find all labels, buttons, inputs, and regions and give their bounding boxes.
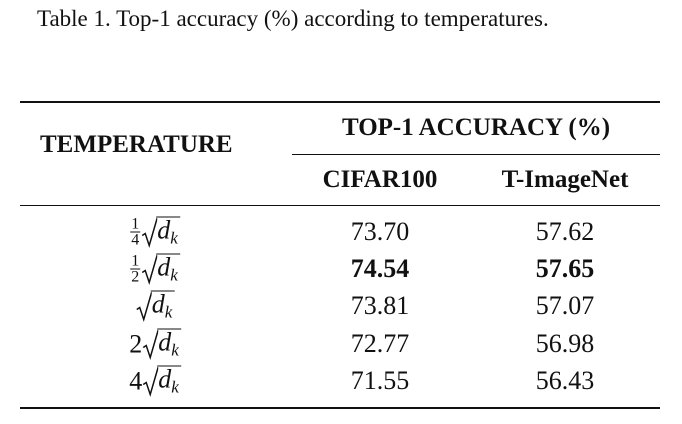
radical-sign (141, 217, 158, 248)
radical-path (136, 291, 152, 322)
subscript: k (171, 377, 179, 397)
radicand: dk (157, 327, 181, 364)
denominator: 2 (131, 268, 140, 286)
value-cell: 71.55 (350, 366, 410, 395)
radical-path (141, 254, 158, 285)
numerator: 1 (130, 252, 141, 270)
value-cell: 57.65 (535, 254, 595, 283)
value-cell: 56.43 (535, 366, 595, 395)
radical-path (142, 366, 159, 397)
column-header: CIFAR100 (322, 166, 438, 193)
radicand: dk (150, 289, 175, 326)
header-rule (20, 205, 660, 207)
bottom-rule (20, 407, 660, 409)
radical-sign (141, 254, 158, 285)
value-cell: 73.70 (350, 217, 410, 246)
temperature-cell: 4 dk (129, 362, 181, 401)
radicand-symbol: d (158, 327, 172, 357)
temperature-cell: 2 dk (129, 325, 181, 364)
temperature-header: TEMPERATURE (40, 131, 233, 158)
value-cell: 74.54 (350, 254, 410, 283)
radical-sign (142, 329, 159, 360)
radicand-symbol: d (158, 364, 172, 394)
radicand: dk (157, 364, 181, 401)
factor: 4 (129, 366, 143, 395)
value-cell: 56.98 (535, 329, 595, 358)
temperature-cell: dk (136, 287, 175, 326)
top-rule (20, 101, 660, 103)
radical-sign (142, 366, 159, 397)
radicand-symbol: d (151, 289, 165, 319)
subscript: k (164, 302, 173, 322)
group-rule (292, 154, 660, 156)
temperature-cell: 1 4 dk (130, 213, 180, 252)
radicand: dk (156, 215, 180, 252)
factor: 2 (129, 329, 143, 358)
value-cell: 57.62 (535, 217, 595, 246)
numerator: 1 (130, 215, 141, 233)
subscript: k (171, 340, 179, 360)
value-cell: 72.77 (350, 329, 410, 358)
denominator: 4 (131, 231, 140, 249)
value-cell: 57.07 (535, 291, 595, 320)
radical-path (142, 329, 159, 360)
caption: Table 1. Top-1 accuracy (%) according to… (37, 6, 549, 31)
radicand: dk (156, 252, 180, 289)
radicand-symbol: d (157, 215, 171, 245)
radical-path (141, 217, 158, 248)
radicand-symbol: d (157, 252, 171, 282)
group-header: TOP-1 ACCURACY (%) (341, 114, 611, 141)
temperature-cell: 1 2 dk (130, 250, 180, 289)
subscript: k (170, 228, 178, 248)
column-header: T-ImageNet (501, 166, 629, 193)
subscript: k (170, 265, 178, 285)
value-cell: 73.81 (350, 291, 410, 320)
radical-sign (136, 291, 152, 322)
